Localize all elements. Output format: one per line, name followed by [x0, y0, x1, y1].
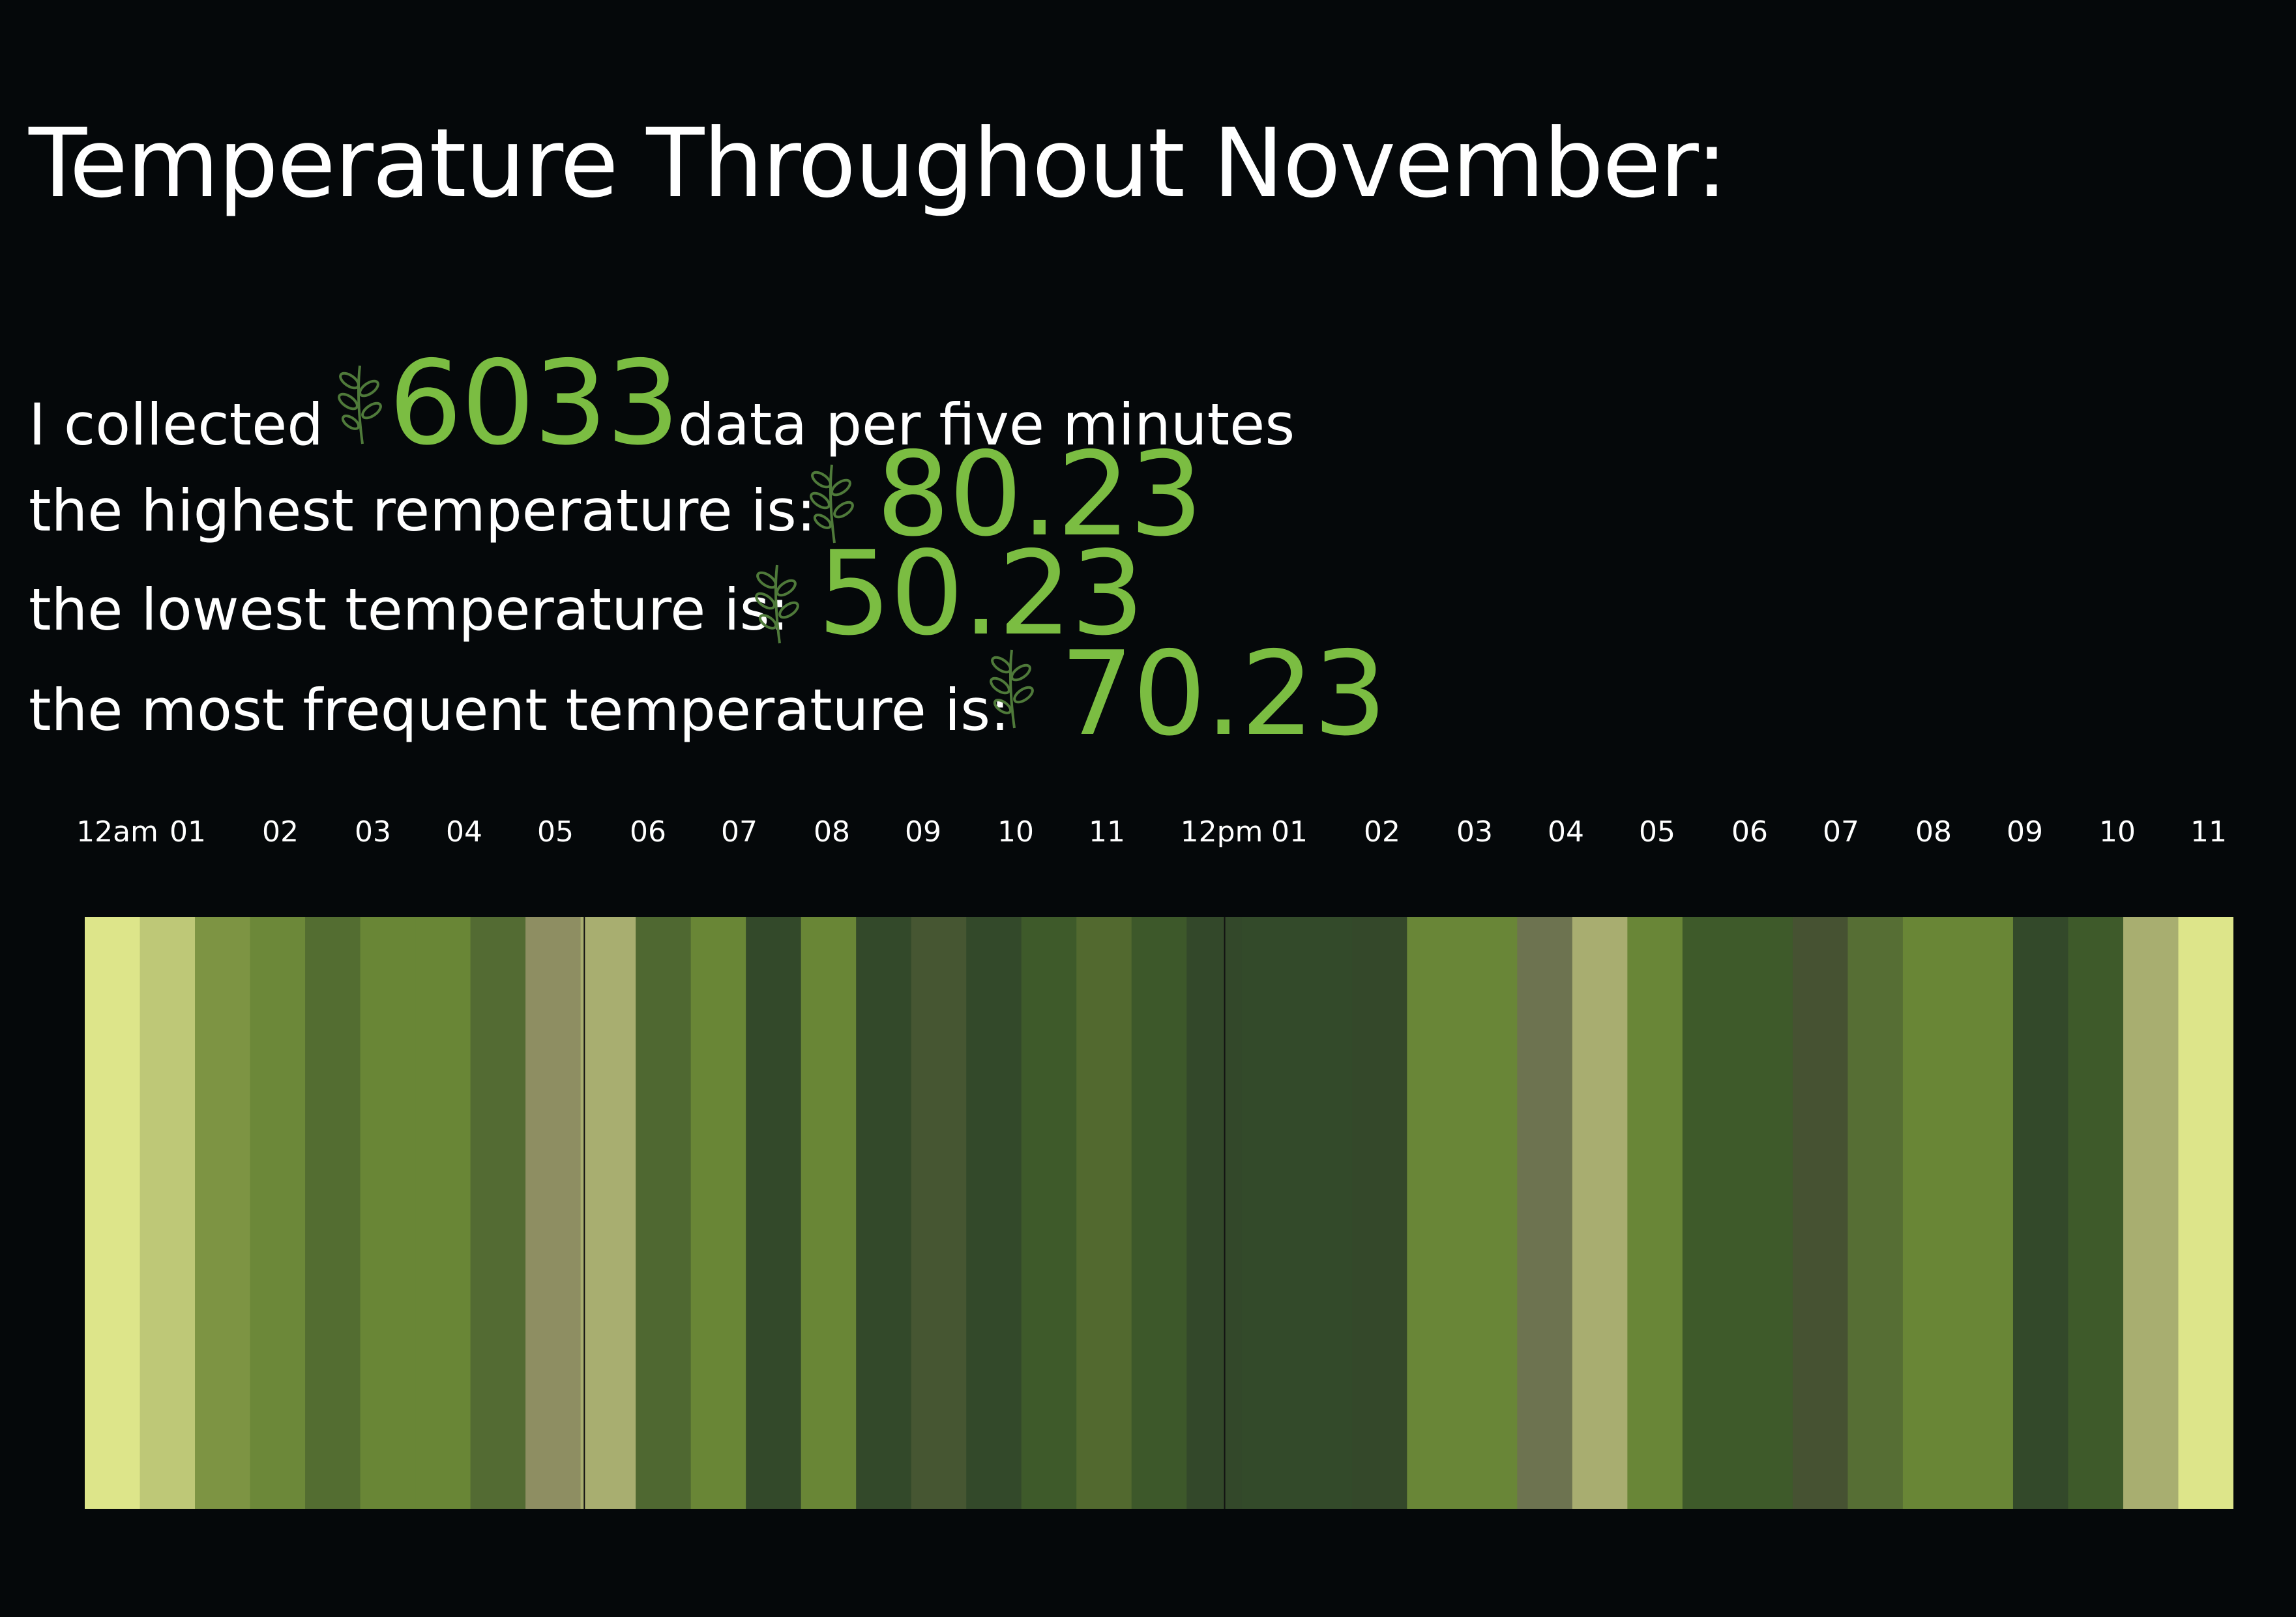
- hour-tick-label: 07: [1823, 815, 1859, 849]
- highest-value: 80.23: [876, 427, 1203, 562]
- hour-tick-label: 06: [1731, 815, 1768, 849]
- stripe-band: [470, 917, 526, 1509]
- leaf-icon: [338, 365, 382, 444]
- hour-tick-label: 02: [1364, 815, 1400, 849]
- hour-tick-label: 11: [2190, 815, 2227, 849]
- stripe-band: [746, 917, 802, 1509]
- stripe-band: [2178, 917, 2233, 1509]
- stripe-band: [1351, 917, 1408, 1509]
- hour-tick-label: 10: [997, 815, 1034, 849]
- stripe-band: [140, 917, 196, 1509]
- stripe-band: [1186, 917, 1243, 1509]
- hour-tick-label: 10: [2099, 815, 2136, 849]
- hour-tick-label: 07: [721, 815, 758, 849]
- stripe-band: [415, 917, 471, 1509]
- hour-tick-label: 02: [262, 815, 299, 849]
- hour-tick-label: 06: [630, 815, 666, 849]
- stripe-band: [1517, 917, 1573, 1509]
- stripe-band: [856, 917, 912, 1509]
- stripe-band: [1076, 917, 1132, 1509]
- hour-tick-label: 04: [446, 815, 482, 849]
- stripe-band: [1297, 917, 1353, 1509]
- hour-tick-label: 05: [537, 815, 574, 849]
- hour-tick-label: 05: [1639, 815, 1675, 849]
- frequent-value: 70.23: [1060, 626, 1387, 761]
- hour-tick-label: 01: [1271, 815, 1308, 849]
- temperature-stripe-chart: [85, 917, 2233, 1509]
- stripe-band: [1792, 917, 1849, 1509]
- hour-tick-label: 03: [355, 815, 391, 849]
- highest-label: the highest remperature is:: [29, 477, 816, 544]
- collected-prefix: I collected: [29, 391, 324, 458]
- stripe-band: [1847, 917, 1904, 1509]
- leaf-icon: [755, 564, 799, 644]
- stripe-band: [195, 917, 251, 1509]
- stripe-band: [250, 917, 306, 1509]
- stripe-band: [636, 917, 692, 1509]
- chart-title: Temperature Throughout November:: [29, 108, 1728, 219]
- hour-tick-label: 12pm: [1180, 815, 1263, 849]
- stripe-band: [2123, 917, 2179, 1509]
- hour-tick-label: 08: [1915, 815, 1952, 849]
- stripe-band: [1737, 917, 1793, 1509]
- hour-tick-label: 09: [2007, 815, 2043, 849]
- hour-tick-label: 12am: [76, 815, 158, 849]
- stripe-band: [305, 917, 361, 1509]
- stripe-band: [1241, 917, 1298, 1509]
- stripe-band: [525, 917, 581, 1509]
- hour-tick-label: 08: [814, 815, 850, 849]
- stripe-band: [1902, 917, 1959, 1509]
- stripe-band: [1407, 917, 1463, 1509]
- stripe-band: [1572, 917, 1628, 1509]
- stripe-band: [966, 917, 1022, 1509]
- stripe-band: [1682, 917, 1739, 1509]
- collected-value: 6033: [389, 336, 680, 471]
- leaf-icon: [810, 464, 854, 544]
- hour-tick-label: 11: [1089, 815, 1125, 849]
- stripe-band: [1021, 917, 1078, 1509]
- stripe-band: [801, 917, 857, 1509]
- stripe-band: [911, 917, 967, 1509]
- hour-tick-label: 04: [1548, 815, 1584, 849]
- stripe-band: [1131, 917, 1188, 1509]
- stripe-band: [360, 917, 416, 1509]
- hour-tick-label: 09: [905, 815, 941, 849]
- stripe-band: [1627, 917, 1683, 1509]
- stripe-band: [580, 917, 636, 1509]
- lowest-label: the lowest temperature is:: [29, 576, 789, 643]
- collected-suffix: data per five minutes: [678, 391, 1295, 458]
- stripe-band: [1462, 917, 1518, 1509]
- stripe-band: [2068, 917, 2124, 1509]
- stripe-band: [2012, 917, 2069, 1509]
- frequent-label: the most frequent temperature is:: [29, 677, 1010, 744]
- stripe-band: [85, 917, 141, 1509]
- stripe-band: [1958, 917, 2014, 1509]
- hour-tick-label: 03: [1456, 815, 1493, 849]
- lowest-value: 50.23: [817, 526, 1145, 661]
- stripe-band: [690, 917, 746, 1509]
- leaf-icon: [990, 649, 1034, 729]
- hour-tick-label: 01: [169, 815, 206, 849]
